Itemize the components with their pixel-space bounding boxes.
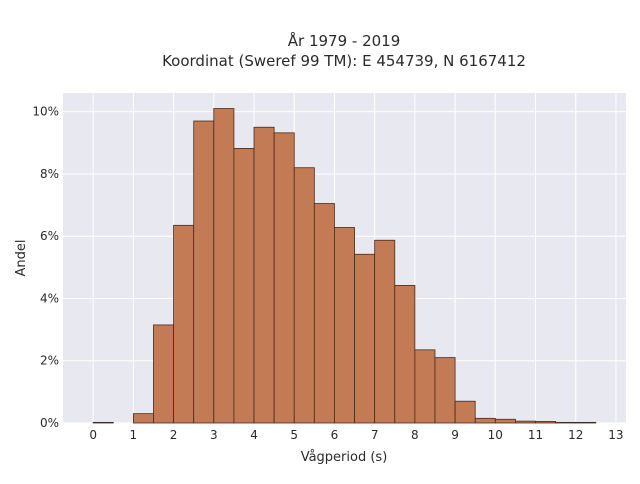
y-tick-label: 8%	[40, 167, 59, 181]
chart-subtitle: Koordinat (Sweref 99 TM): E 454739, N 61…	[162, 52, 526, 70]
x-tick-label: 5	[290, 428, 298, 442]
x-tick-label: 12	[568, 428, 583, 442]
histogram-bar	[494, 418, 516, 424]
x-tick-label: 3	[210, 428, 218, 442]
histogram-bar	[233, 148, 255, 424]
y-tick-label: 4%	[40, 291, 59, 305]
bars	[92, 108, 597, 424]
histogram-bar	[374, 239, 396, 424]
histogram-bar	[535, 421, 557, 424]
histogram-bar	[354, 253, 376, 424]
x-tick-label: 9	[451, 428, 459, 442]
y-tick-label: 10%	[32, 105, 59, 119]
x-tick-label: 10	[488, 428, 503, 442]
y-tick-label: 6%	[40, 229, 59, 243]
histogram-bar	[474, 417, 496, 424]
x-tick-label: 11	[528, 428, 543, 442]
histogram-bar	[132, 413, 154, 424]
y-axis-label: Andel	[14, 240, 29, 277]
x-tick-labels: 0 1 2 3 4 5 6 7 8 9 10 11 12 13	[89, 428, 623, 442]
histogram-bar	[575, 421, 597, 424]
y-tick-labels: 0% 2% 4% 6% 8% 10%	[32, 105, 59, 430]
x-tick-label: 2	[170, 428, 178, 442]
y-tick-label: 0%	[40, 416, 59, 430]
histogram-bar	[173, 224, 195, 424]
histogram-bar	[414, 349, 436, 424]
y-tick-label: 2%	[40, 354, 59, 368]
histogram-bar	[293, 167, 315, 424]
histogram-bar	[555, 421, 577, 424]
histogram-bar	[515, 420, 536, 424]
chart-title: År 1979 - 2019	[288, 31, 401, 50]
x-tick-label: 6	[331, 428, 339, 442]
histogram-bar	[193, 120, 215, 424]
x-tick-label: 8	[411, 428, 419, 442]
histogram-bar	[394, 284, 416, 424]
x-tick-label: 4	[250, 428, 258, 442]
histogram-bar	[213, 108, 235, 424]
histogram-bar	[454, 400, 476, 424]
histogram-bar	[253, 126, 275, 424]
x-tick-label: 13	[608, 428, 623, 442]
histogram-bar	[92, 421, 114, 424]
histogram-bar	[313, 203, 335, 424]
histogram-bar	[334, 227, 355, 424]
x-tick-label: 7	[371, 428, 379, 442]
x-tick-label: 1	[130, 428, 138, 442]
x-tick-label: 0	[89, 428, 97, 442]
x-axis-label: Vågperiod (s)	[301, 450, 388, 465]
histogram-bar	[273, 132, 295, 424]
histogram-bar	[434, 357, 456, 424]
histogram-bar	[153, 324, 174, 424]
